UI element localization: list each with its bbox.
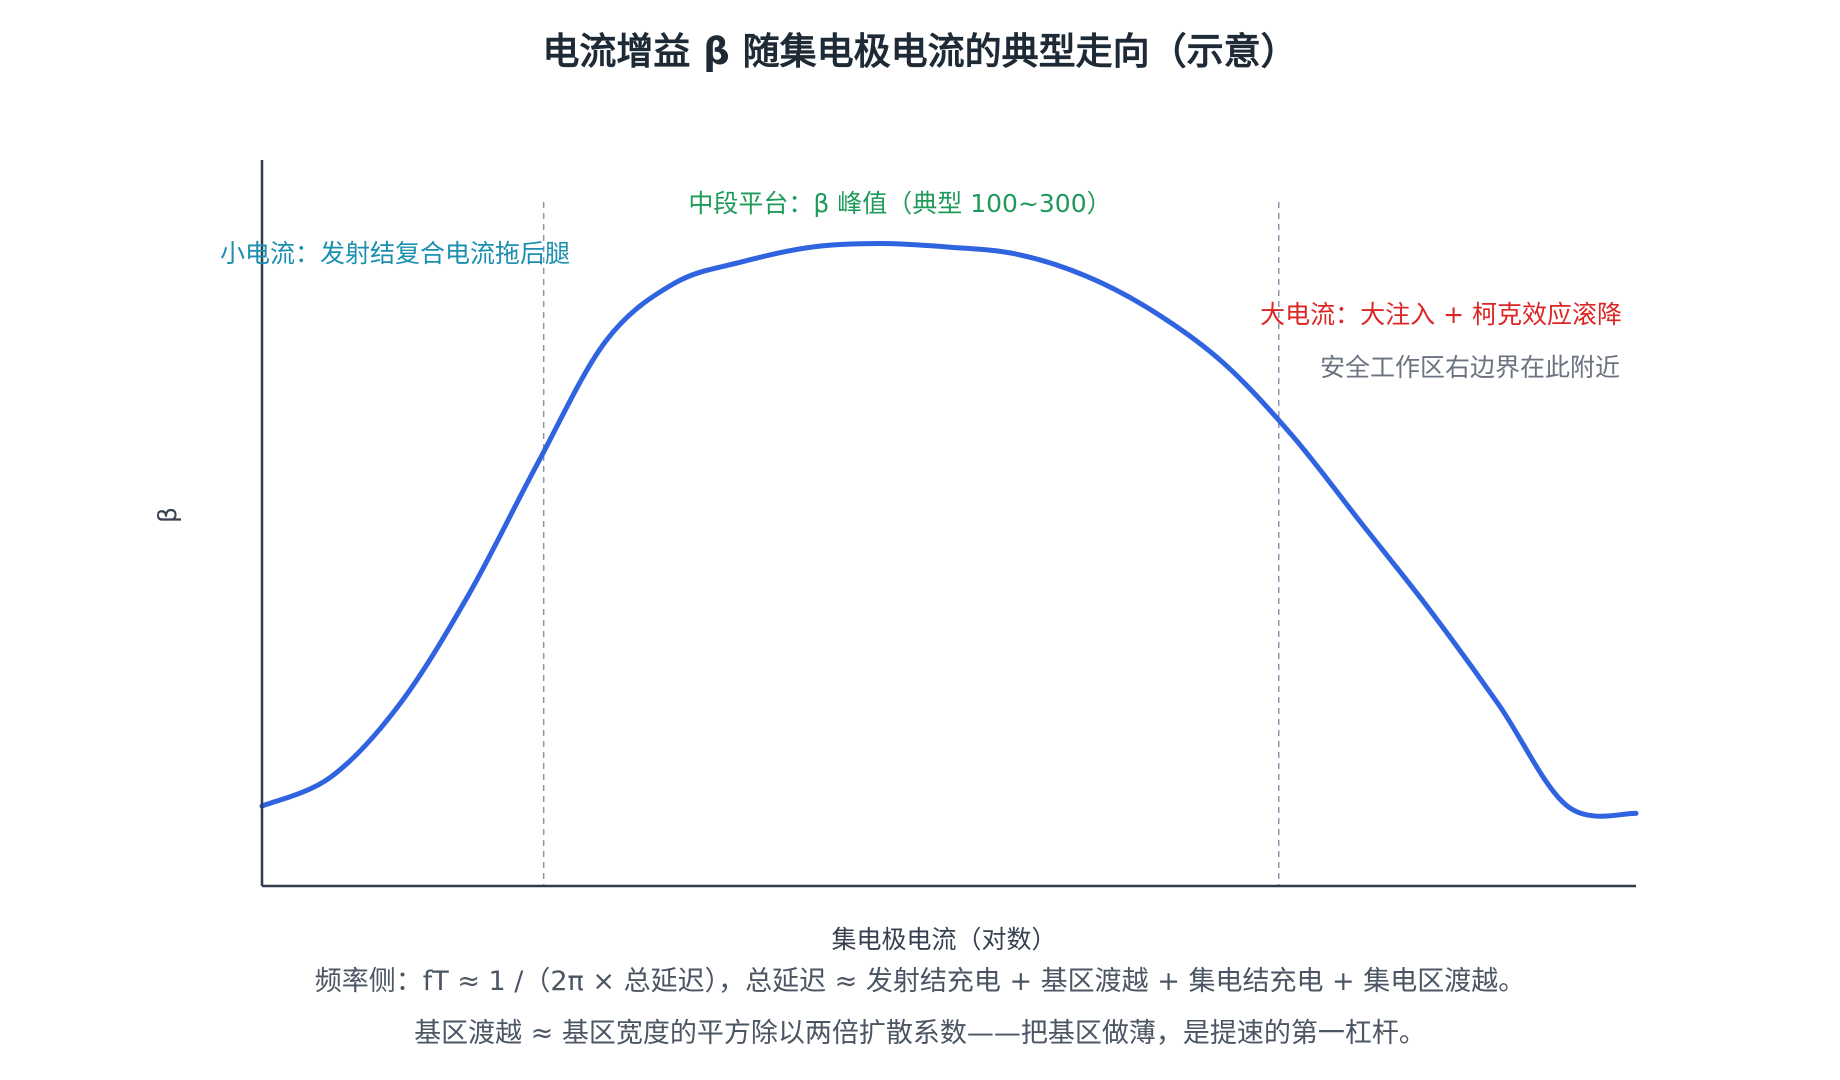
soa-boundary-note: 安全工作区右边界在此附近 xyxy=(1320,353,1620,382)
mid-plateau-region-note: 中段平台：β 峰值（典型 100~300） xyxy=(688,189,1111,218)
chart-title: 电流增益 β 随集电极电流的典型走向（示意） xyxy=(542,30,1297,73)
low-current-region-note: 小电流：发射结复合电流拖后腿 xyxy=(220,239,570,268)
beta-curve-line xyxy=(259,241,1639,819)
y-axis-label: β xyxy=(153,507,182,523)
footer-line-base-transit: 基区渡越 ≈ 基区宽度的平方除以两倍扩散系数——把基区做薄，是提速的第一杠杆。 xyxy=(414,1018,1426,1049)
plot-area xyxy=(259,202,1639,886)
high-current-region-note: 大电流：大注入 + 柯克效应滚降 xyxy=(1260,300,1622,329)
footer-line-frequency: 频率侧：fT ≈ 1 /（2π × 总延迟），总延迟 ≈ 发射结充电 + 基区渡… xyxy=(315,966,1526,997)
x-axis-label: 集电极电流（对数） xyxy=(831,925,1056,954)
